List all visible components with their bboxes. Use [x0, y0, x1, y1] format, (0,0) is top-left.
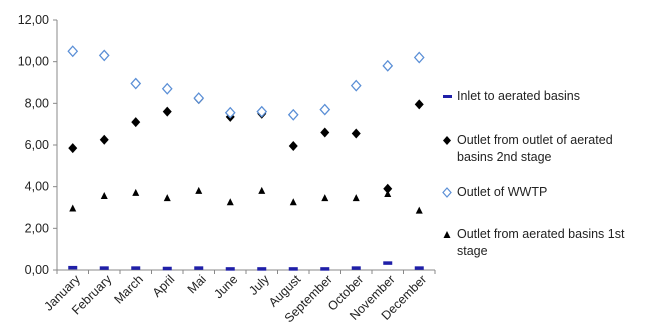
- data-point-dash: [320, 267, 330, 271]
- data-point-triangle: [163, 194, 171, 202]
- data-point-triangle: [321, 194, 329, 202]
- data-point-open-diamond: [319, 103, 331, 116]
- y-tick-label: 4,00: [25, 180, 49, 194]
- data-point-triangle: [352, 194, 360, 202]
- chart-axes: [56, 20, 435, 271]
- data-point-diamond: [162, 106, 172, 117]
- data-point-dash: [68, 265, 78, 270]
- x-tick-label: Mai: [185, 272, 209, 296]
- legend-label: Outlet of WWTP: [457, 185, 548, 199]
- data-point-triangle: [289, 198, 297, 206]
- legend-marker-dash-icon: [440, 88, 454, 104]
- data-point-open-diamond: [130, 77, 142, 90]
- data-point-diamond: [288, 141, 298, 152]
- data-point-diamond: [68, 143, 78, 154]
- data-point-open-diamond: [413, 51, 425, 64]
- y-tick-label: 10,00: [18, 55, 49, 69]
- data-point-dash: [131, 266, 141, 270]
- data-point-dash: [383, 261, 393, 265]
- legend-label: Outlet from aerated basins 1st stage: [457, 227, 625, 258]
- legend-item-inlet: Inlet to aerated basins: [440, 88, 647, 105]
- data-point-open-diamond: [350, 79, 362, 92]
- y-tick-label: 0,00: [25, 263, 49, 277]
- data-point-dash: [194, 266, 204, 270]
- data-point-triangle: [384, 189, 392, 197]
- data-point-triangle: [69, 204, 77, 212]
- x-tick-label: July: [246, 272, 272, 298]
- data-point-dash: [257, 267, 267, 271]
- data-point-diamond: [131, 117, 141, 128]
- data-point-open-diamond: [382, 59, 394, 72]
- legend-label: Outlet from outlet of aerated basins 2nd…: [457, 133, 613, 164]
- legend-item-outlet-1st-stage: Outlet from aerated basins 1st stage: [440, 226, 647, 260]
- data-point-diamond: [351, 128, 361, 139]
- data-point-open-diamond: [256, 105, 268, 118]
- data-point-triangle: [195, 186, 203, 194]
- data-point-open-diamond: [98, 49, 110, 62]
- data-point-dash: [162, 266, 172, 271]
- data-point-dash: [99, 266, 109, 270]
- chart-marks: [67, 45, 425, 271]
- y-tick-label: 2,00: [25, 221, 49, 235]
- data-point-open-diamond: [193, 92, 205, 105]
- y-tick-label: 12,00: [18, 13, 49, 27]
- data-point-dash: [288, 267, 298, 271]
- x-tick-label: June: [211, 272, 240, 301]
- data-point-triangle: [258, 186, 266, 194]
- x-tick-label: March: [111, 272, 145, 306]
- y-tick-label: 6,00: [25, 138, 49, 152]
- data-point-dash: [225, 267, 235, 271]
- data-point-dash: [351, 266, 361, 270]
- data-point-dash: [414, 266, 424, 270]
- data-point-open-diamond: [224, 106, 236, 119]
- data-point-diamond: [99, 134, 109, 145]
- legend-marker-diamond-icon: [440, 132, 454, 148]
- data-point-open-diamond: [161, 82, 173, 95]
- y-tick-label: 8,00: [25, 96, 49, 110]
- legend-marker-open-diamond-icon: [440, 184, 454, 200]
- data-point-diamond: [383, 183, 393, 194]
- legend-item-outlet-wwtp: Outlet of WWTP: [440, 184, 647, 201]
- legend-item-outlet-2nd-stage: Outlet from outlet of aerated basins 2nd…: [440, 132, 647, 166]
- data-point-diamond: [320, 127, 330, 138]
- data-point-triangle: [100, 192, 108, 200]
- legend-label: Inlet to aerated basins: [457, 89, 580, 103]
- data-point-triangle: [226, 198, 234, 206]
- data-point-triangle: [132, 188, 140, 196]
- data-point-open-diamond: [287, 108, 299, 121]
- x-tick-label: April: [150, 272, 178, 300]
- data-point-triangle: [415, 206, 423, 214]
- legend-marker-triangle-icon: [440, 226, 454, 242]
- data-point-diamond: [414, 99, 424, 110]
- chart-y-ticks: 0,00 2,00 4,00 6,00 8,00 10,00 12,00: [18, 13, 57, 277]
- data-point-open-diamond: [67, 45, 79, 58]
